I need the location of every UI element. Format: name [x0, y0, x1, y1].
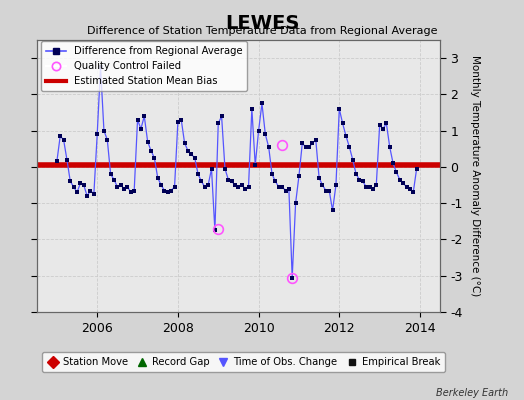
Text: Berkeley Earth: Berkeley Earth — [436, 388, 508, 398]
Legend: Station Move, Record Gap, Time of Obs. Change, Empirical Break: Station Move, Record Gap, Time of Obs. C… — [42, 352, 445, 372]
Text: Difference of Station Temperature Data from Regional Average: Difference of Station Temperature Data f… — [87, 26, 437, 36]
Y-axis label: Monthly Temperature Anomaly Difference (°C): Monthly Temperature Anomaly Difference (… — [470, 55, 480, 297]
Text: LEWES: LEWES — [225, 14, 299, 33]
